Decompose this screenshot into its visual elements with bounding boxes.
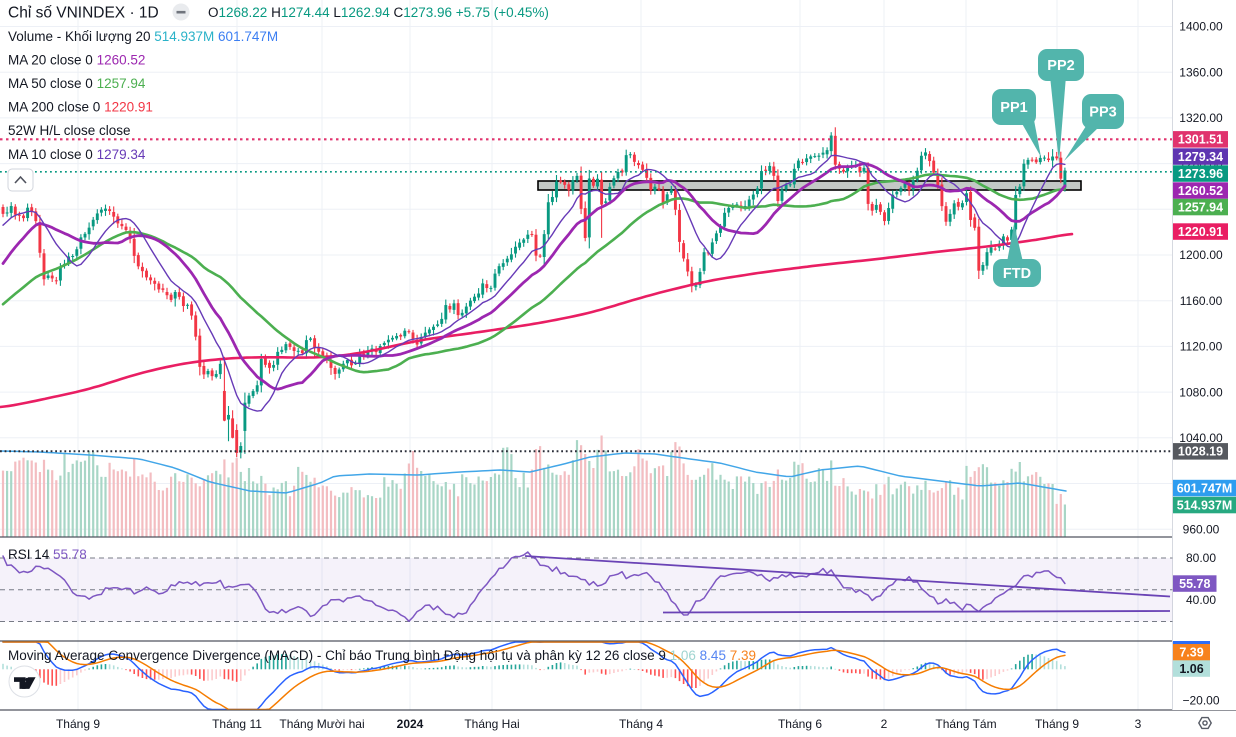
svg-text:MA 20 close 0 1260.52: MA 20 close 0 1260.52 — [8, 53, 145, 68]
svg-text:1120.00: 1120.00 — [1180, 340, 1223, 354]
svg-text:1260.52: 1260.52 — [1178, 184, 1223, 198]
svg-text:Moving Average Convergence Div: Moving Average Convergence Divergence (M… — [8, 648, 756, 663]
svg-text:55.78: 55.78 — [1179, 577, 1210, 591]
svg-text:Tháng 6: Tháng 6 — [778, 717, 822, 731]
svg-text:1200.00: 1200.00 — [1179, 248, 1223, 262]
svg-text:2: 2 — [881, 717, 888, 731]
svg-text:PP2: PP2 — [1047, 58, 1074, 74]
svg-text:1028.19: 1028.19 — [1178, 445, 1223, 459]
svg-text:1400.00: 1400.00 — [1179, 20, 1223, 34]
svg-text:1273.96: 1273.96 — [1178, 167, 1223, 181]
svg-text:Volume - Khối lượng 20 514.937: Volume - Khối lượng 20 514.937M 601.747M — [8, 29, 278, 44]
svg-text:1.06: 1.06 — [1179, 662, 1203, 676]
svg-text:52W H/L close close: 52W H/L close close — [8, 123, 131, 138]
svg-text:3: 3 — [1135, 717, 1142, 731]
svg-text:2024: 2024 — [397, 717, 424, 731]
svg-text:MA 10 close 0 1279.34: MA 10 close 0 1279.34 — [8, 147, 146, 162]
svg-text:1320.00: 1320.00 — [1179, 111, 1223, 125]
svg-text:Tháng 11: Tháng 11 — [212, 717, 262, 731]
svg-text:1080.00: 1080.00 — [1179, 385, 1223, 399]
svg-text:−20.00: −20.00 — [1182, 694, 1219, 708]
svg-text:Tháng 9: Tháng 9 — [1035, 717, 1079, 731]
svg-text:RSI 14 55.78: RSI 14 55.78 — [8, 547, 87, 562]
svg-text:1220.91: 1220.91 — [1178, 225, 1223, 239]
svg-text:Chỉ số VNINDEX · 1D: Chỉ số VNINDEX · 1D — [8, 5, 159, 22]
svg-text:Tháng 9: Tháng 9 — [56, 717, 100, 731]
svg-text:Tháng 4: Tháng 4 — [619, 717, 663, 731]
svg-text:7.39: 7.39 — [1179, 646, 1203, 660]
svg-text:MA 50 close 0 1257.94: MA 50 close 0 1257.94 — [8, 76, 146, 91]
svg-text:1040.00: 1040.00 — [1179, 431, 1223, 445]
svg-text:960.00: 960.00 — [1183, 522, 1220, 536]
svg-text:FTD: FTD — [1003, 266, 1031, 282]
svg-text:1257.94: 1257.94 — [1178, 200, 1223, 214]
svg-text:O1268.22 H1274.44 L1262.94 C12: O1268.22 H1274.44 L1262.94 C1273.96 +5.7… — [208, 5, 549, 20]
svg-text:40.00: 40.00 — [1186, 593, 1216, 607]
svg-text:1301.51: 1301.51 — [1178, 133, 1223, 147]
svg-text:601.747M: 601.747M — [1177, 481, 1233, 495]
svg-text:Tháng Hai: Tháng Hai — [464, 717, 519, 731]
svg-text:PP1: PP1 — [1000, 100, 1027, 116]
svg-text:1279.34: 1279.34 — [1178, 150, 1223, 164]
svg-text:1160.00: 1160.00 — [1180, 294, 1223, 308]
svg-text:Tháng Tám: Tháng Tám — [935, 717, 996, 731]
svg-text:80.00: 80.00 — [1186, 551, 1216, 565]
svg-text:Tháng Mười hai: Tháng Mười hai — [279, 717, 364, 731]
svg-text:514.937M: 514.937M — [1177, 498, 1233, 512]
svg-text:MA 200 close 0 1220.91: MA 200 close 0 1220.91 — [8, 100, 153, 115]
svg-text:PP3: PP3 — [1089, 105, 1116, 121]
svg-text:1360.00: 1360.00 — [1179, 65, 1223, 79]
